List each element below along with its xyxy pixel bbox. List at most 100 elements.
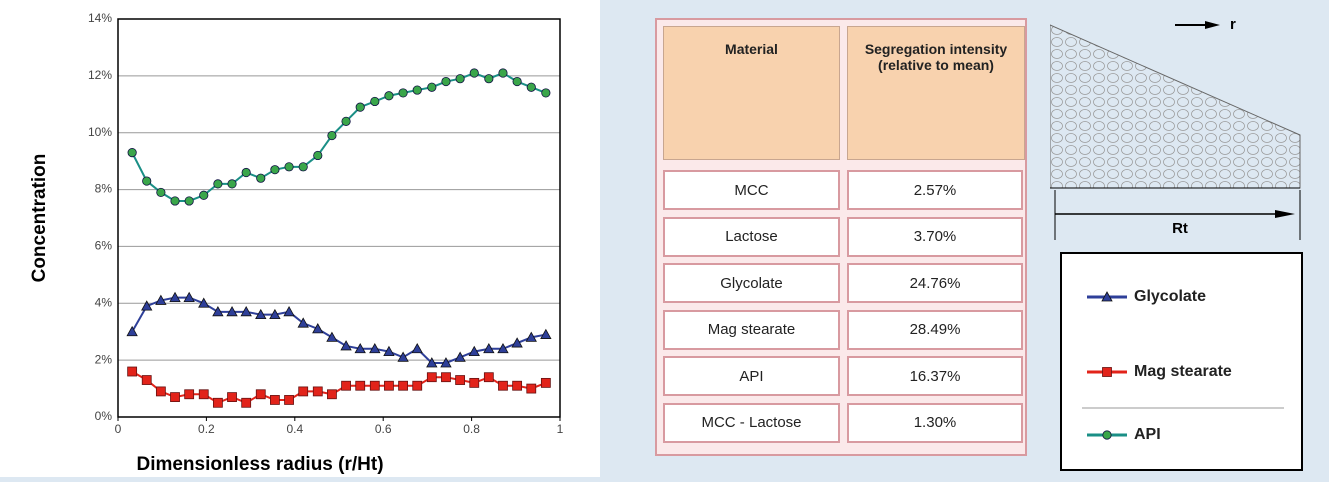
point — [526, 383, 537, 394]
point — [354, 342, 366, 354]
point — [511, 337, 523, 348]
r-label: r — [1230, 16, 1236, 33]
y-tick-label: 2% — [95, 352, 113, 366]
point — [498, 68, 508, 78]
point — [398, 380, 408, 391]
point — [512, 380, 523, 391]
table-cell: Mag stearate — [663, 309, 840, 350]
table-cell: Glycolate — [663, 263, 840, 303]
point — [198, 297, 210, 308]
y-tick-label: 12% — [88, 68, 112, 82]
x-tick-label: 0.2 — [198, 422, 215, 436]
point — [384, 380, 394, 391]
table-cell: 28.49% — [847, 309, 1023, 350]
point — [455, 74, 465, 84]
point — [341, 116, 351, 126]
point — [398, 88, 408, 98]
point — [270, 395, 280, 405]
point — [540, 377, 551, 388]
y-tick-label: 8% — [95, 182, 113, 196]
point — [283, 305, 295, 317]
point — [454, 351, 466, 362]
header-cell: Segregation intensity (relative to mean) — [847, 26, 1025, 160]
legend-marker — [1102, 367, 1112, 377]
bed-shape — [1050, 24, 1301, 189]
point — [141, 300, 153, 311]
table-cell: 2.57% — [847, 170, 1023, 210]
table-cell: 1.30% — [847, 402, 1023, 443]
point — [213, 179, 223, 189]
x-tick-label: 0.6 — [375, 422, 392, 436]
table-cell: 3.70% — [847, 216, 1023, 257]
point — [327, 130, 337, 141]
series-line — [131, 71, 547, 202]
point — [440, 357, 452, 368]
point — [341, 380, 351, 391]
point — [155, 294, 167, 305]
table-cell: Lactose — [663, 216, 840, 257]
point — [441, 372, 451, 383]
point — [184, 196, 194, 206]
y-axis-label: Concentration — [29, 154, 50, 283]
x-tick-label: 0 — [115, 422, 122, 436]
point — [426, 372, 437, 383]
point — [312, 323, 324, 334]
point — [498, 380, 508, 391]
point — [540, 328, 552, 339]
point — [212, 397, 223, 408]
x-tick-label: 0.8 — [463, 422, 480, 436]
point — [284, 395, 294, 405]
point — [484, 74, 494, 84]
point — [227, 392, 237, 403]
point — [355, 102, 365, 112]
point — [240, 305, 252, 317]
point — [127, 148, 137, 158]
r-arrow-head — [1205, 21, 1220, 29]
point — [269, 308, 281, 320]
point — [241, 167, 251, 178]
point — [127, 366, 138, 377]
point — [469, 377, 480, 388]
point — [198, 389, 209, 400]
point — [327, 389, 337, 400]
point — [183, 291, 195, 303]
point — [155, 386, 166, 397]
point — [313, 150, 323, 161]
point — [468, 345, 480, 357]
table-cell: MCC - Lactose — [663, 402, 840, 443]
point — [297, 317, 309, 328]
point — [427, 82, 437, 92]
chart: Dimensionless radius (r/Ht) Concentratio… — [29, 11, 564, 475]
point — [326, 331, 338, 342]
chart-panel: Dimensionless radius (r/Ht) Concentratio… — [0, 0, 600, 477]
point — [170, 196, 180, 206]
point — [212, 305, 224, 317]
point — [340, 340, 352, 351]
legend-label: API — [1134, 426, 1161, 443]
y-tick-label: 10% — [88, 125, 112, 139]
point — [255, 308, 267, 320]
point — [483, 342, 495, 354]
point — [241, 397, 252, 408]
table-cell: 16.37% — [847, 356, 1023, 396]
series-line — [131, 296, 547, 364]
point — [411, 342, 423, 354]
x-tick-label: 1 — [557, 422, 564, 436]
point — [170, 392, 180, 403]
point — [184, 389, 195, 400]
point — [525, 331, 537, 342]
legend-marker — [1102, 430, 1112, 440]
rt-label: Rt — [1172, 220, 1188, 237]
table: Material Segregation intensity (relative … — [655, 18, 1027, 456]
point — [384, 91, 394, 101]
y-tick-label: 6% — [95, 239, 113, 253]
point — [526, 82, 536, 92]
legend-label: Glycolate — [1134, 288, 1206, 305]
point — [141, 375, 152, 385]
point — [369, 342, 381, 354]
diagram: r Rt — [1050, 16, 1301, 240]
point — [369, 380, 380, 391]
point — [156, 187, 166, 198]
point — [455, 375, 466, 385]
